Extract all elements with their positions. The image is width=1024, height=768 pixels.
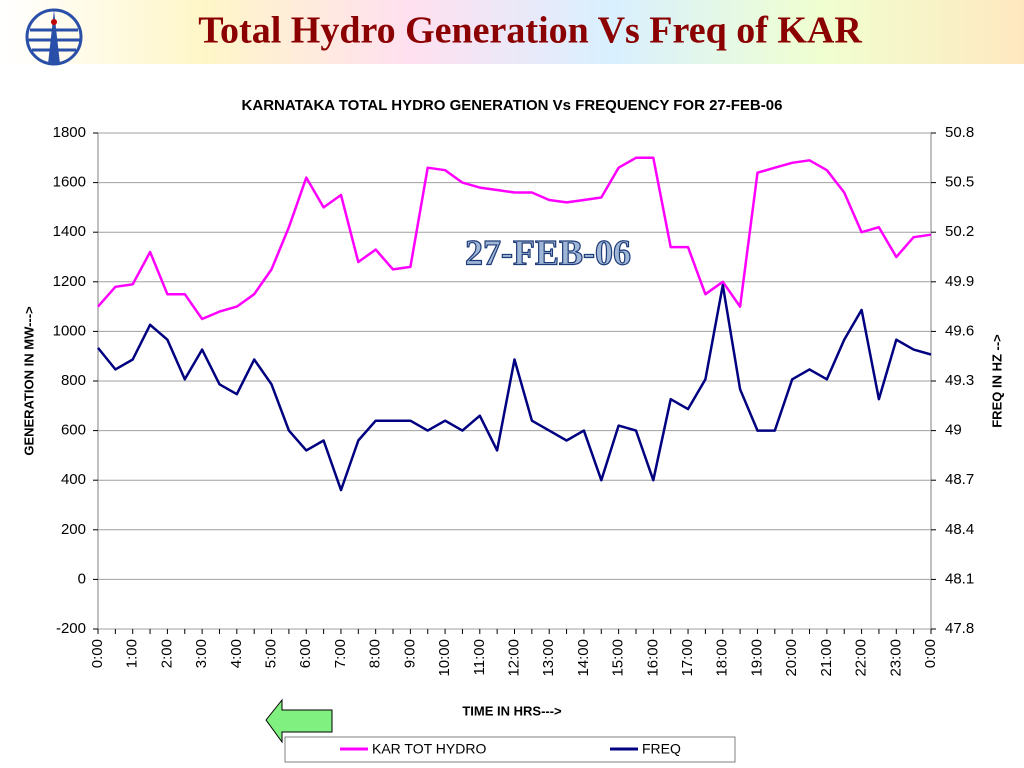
banner	[0, 0, 1024, 64]
y2-tick-label: 50.2	[945, 223, 974, 240]
x-tick-label: 5:00	[263, 639, 280, 668]
slide-title: Total Hydro Generation Vs Freq of KAR	[198, 10, 862, 52]
x-tick-label: 18:00	[714, 639, 731, 677]
y2-tick-label: 48.4	[945, 521, 974, 538]
y2-tick-label: 47.8	[945, 620, 974, 637]
legend-label: FREQ	[642, 741, 681, 757]
line-series	[97, 156, 932, 321]
x-tick-label: 0:00	[922, 639, 939, 668]
y2-tick-label: 48.7	[945, 471, 974, 488]
x-tick-label: 4:00	[228, 639, 245, 668]
x-tick-label: 6:00	[297, 639, 314, 668]
line-series	[97, 283, 932, 492]
x-tick-label: 12:00	[505, 639, 522, 677]
legend-label: KAR TOT HYDRO	[372, 741, 486, 757]
y-tick-label: 1600	[53, 174, 86, 191]
back-arrow[interactable]	[265, 698, 333, 744]
x-tick-label: 1:00	[124, 639, 141, 668]
y-tick-label: 800	[61, 372, 86, 389]
x-tick-label: 9:00	[401, 639, 418, 668]
y-tick-label: 0	[78, 570, 86, 587]
y2-tick-label: 48.1	[945, 570, 974, 587]
x-tick-label: 15:00	[610, 639, 627, 677]
x-tick-label: 10:00	[436, 639, 453, 677]
x-tick-label: 19:00	[748, 639, 765, 677]
x-tick-label: 23:00	[887, 639, 904, 677]
y2-tick-label: 50.8	[945, 124, 974, 141]
y-tick-label: 1200	[53, 273, 86, 290]
y-tick-label: 400	[61, 471, 86, 488]
x-tick-label: 14:00	[575, 639, 592, 677]
y2-tick-label: 49.3	[945, 372, 974, 389]
y-tick-label: 1800	[53, 124, 86, 141]
y-tick-label: 1400	[53, 223, 86, 240]
x-tick-label: 8:00	[367, 639, 384, 668]
y-tick-label: 200	[61, 521, 86, 538]
y2-tick-label: 49	[945, 422, 962, 439]
x-tick-label: 22:00	[853, 639, 870, 677]
x-tick-label: 21:00	[818, 639, 835, 677]
x-tick-label: 11:00	[471, 639, 488, 675]
y2-axis-label: FREQ IN HZ -->	[989, 334, 1004, 428]
y2-tick-label: 49.9	[945, 273, 974, 290]
x-tick-label: 16:00	[644, 639, 661, 677]
y2-tick-label: 49.6	[945, 322, 974, 339]
y2-tick-label: 50.5	[945, 174, 974, 191]
x-tick-label: 13:00	[540, 639, 557, 677]
y-axis-label: GENERATION IN MW--->	[21, 306, 36, 456]
x-tick-label: 3:00	[193, 639, 210, 668]
annotation: 27-FEB-06	[465, 232, 631, 272]
x-tick-label: 7:00	[332, 639, 349, 668]
x-tick-label: 0:00	[89, 639, 106, 668]
y-tick-label: 600	[61, 422, 86, 439]
x-tick-label: 20:00	[783, 639, 800, 677]
chart-title: KARNATAKA TOTAL HYDRO GENERATION Vs FREQ…	[242, 97, 783, 114]
logo	[25, 8, 83, 66]
x-tick-label: 2:00	[158, 639, 175, 668]
x-axis-label: TIME IN HRS--->	[462, 703, 562, 718]
y-tick-label: 1000	[53, 322, 86, 339]
x-tick-label: 17:00	[679, 639, 696, 677]
y-tick-label: -200	[56, 620, 86, 637]
